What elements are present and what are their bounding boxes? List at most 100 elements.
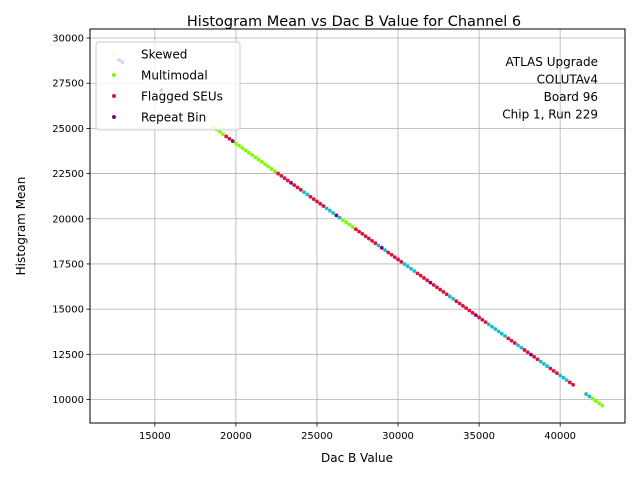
data-point: [486, 322, 491, 327]
data-point-multimodal: [347, 222, 352, 227]
data-point: [451, 296, 456, 301]
data-point-flagged-seus: [548, 366, 553, 371]
legend-label: Skewed: [141, 48, 187, 62]
data-point: [496, 329, 501, 334]
data-point: [337, 215, 342, 220]
data-point-multimodal: [256, 157, 261, 162]
data-point-multimodal: [253, 155, 258, 160]
data-point-flagged-seus: [435, 285, 439, 290]
data-point: [409, 266, 413, 271]
data-point: [561, 375, 566, 380]
y-axis-label: Histogram Mean: [14, 177, 28, 276]
data-point-multimodal: [217, 129, 222, 134]
data-point-flagged-seus: [295, 185, 300, 190]
x-axis-label: Dac B Value: [321, 451, 393, 465]
data-point-flagged-seus: [454, 299, 459, 304]
data-point: [490, 324, 494, 329]
data-point-flagged-seus: [535, 357, 540, 362]
annotation-text: ATLAS Upgrade COLUTAv4 Board 96 Chip 1, Run…: [502, 55, 598, 122]
grid-lines: [90, 29, 625, 423]
data-point-multimodal: [350, 225, 355, 229]
data-point-flagged-seus: [457, 301, 462, 306]
y-tick-label: 12500: [52, 350, 84, 361]
annotation-line: ATLAS Upgrade: [505, 55, 598, 69]
data-point: [587, 394, 592, 399]
data-point-multimodal: [341, 218, 345, 222]
y-tick-label: 20000: [52, 214, 84, 225]
data-point-flagged-seus: [396, 257, 400, 262]
data-point: [493, 327, 498, 331]
data-point-multimodal: [266, 164, 271, 169]
data-point-repeat-bin: [334, 213, 339, 218]
data-point-flagged-seus: [483, 320, 488, 324]
data-point-flagged-seus: [366, 236, 371, 241]
data-point-multimodal: [272, 169, 277, 174]
legend-label: Repeat Bin: [141, 111, 206, 125]
data-point-repeat-bin: [379, 245, 384, 250]
data-point-flagged-seus: [467, 308, 472, 313]
data-point-flagged-seus: [460, 303, 465, 308]
x-tick-label: 25000: [301, 431, 333, 442]
data-point-multimodal: [246, 150, 251, 155]
data-point: [448, 294, 452, 299]
legend-marker: [112, 115, 116, 119]
y-tick-label: 27500: [52, 79, 84, 90]
data-point-repeat-bin: [473, 313, 478, 318]
legend-label: Multimodal: [141, 69, 208, 83]
data-point-repeat-bin: [428, 280, 433, 285]
data-point-flagged-seus: [571, 382, 576, 387]
data-point: [405, 264, 410, 269]
annotation-line: COLUTAv4: [537, 73, 598, 87]
y-tick-label: 25000: [52, 124, 84, 135]
data-point-flagged-seus: [444, 292, 449, 297]
data-point-flagged-seus: [470, 310, 475, 315]
data-point-flagged-seus: [292, 183, 297, 188]
data-point-flagged-seus: [506, 336, 511, 341]
legend: Skewed Multimodal Flagged SEUs Repeat Bin: [95, 41, 241, 131]
data-point-flagged-seus: [227, 136, 232, 141]
data-point-flagged-seus: [357, 229, 362, 234]
data-point-multimodal: [593, 399, 598, 403]
data-point-multimodal: [269, 167, 274, 171]
x-tick-label: 40000: [544, 431, 576, 442]
legend-marker: [112, 73, 116, 77]
data-point: [324, 206, 329, 211]
data-point-flagged-seus: [438, 287, 443, 292]
data-point-flagged-seus: [555, 371, 559, 376]
data-point-repeat-bin: [230, 139, 235, 143]
data-point-flagged-seus: [311, 197, 316, 202]
x-tick-label: 20000: [220, 431, 252, 442]
data-point-flagged-seus: [399, 259, 404, 264]
data-point: [584, 392, 588, 396]
data-point: [519, 345, 524, 350]
data-point-flagged-seus: [308, 194, 313, 199]
data-point-flagged-seus: [276, 171, 280, 176]
data-point-multimodal: [263, 162, 267, 167]
axis-ticks: 15000 20000 25000 30000 35000 40000 10000 12500…: [52, 34, 576, 442]
data-point-flagged-seus: [318, 201, 323, 206]
data-point-flagged-seus: [415, 271, 420, 276]
x-tick-label: 35000: [463, 431, 495, 442]
data-point: [302, 190, 306, 195]
data-point: [383, 248, 387, 253]
data-point: [402, 262, 407, 266]
y-tick-label: 15000: [52, 305, 84, 316]
data-point-skewed: [574, 385, 579, 389]
data-point-multimodal: [250, 153, 255, 157]
data-point-flagged-seus: [315, 199, 319, 204]
data-point-repeat-bin: [529, 352, 533, 357]
data-point: [516, 343, 520, 348]
data-point-flagged-seus: [389, 252, 394, 257]
x-tick-label: 15000: [139, 431, 171, 442]
data-point-multimodal: [597, 401, 601, 406]
data-point-flagged-seus: [363, 234, 368, 239]
data-point: [412, 269, 417, 273]
data-point: [503, 334, 507, 338]
data-point-flagged-seus: [282, 176, 287, 181]
data-point: [328, 208, 332, 213]
legend-marker: [112, 52, 116, 56]
legend-label: Flagged SEUs: [141, 90, 223, 104]
data-point: [376, 243, 381, 248]
data-point-flagged-seus: [532, 355, 537, 359]
